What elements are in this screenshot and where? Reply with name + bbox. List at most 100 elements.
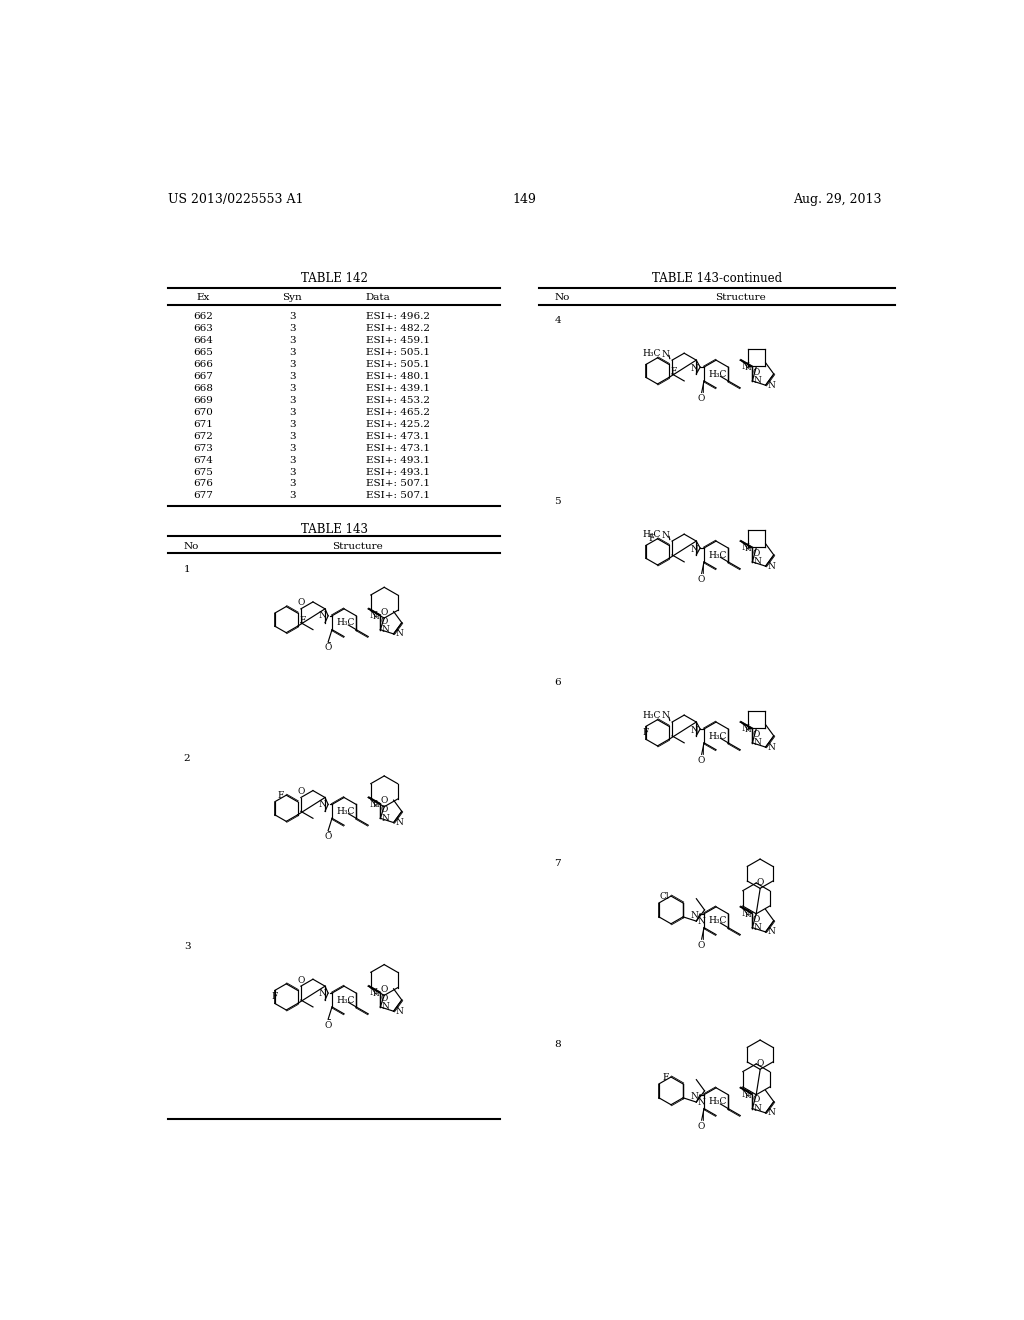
Text: Data: Data: [366, 293, 391, 302]
Text: H: H: [373, 801, 380, 809]
Text: 5: 5: [554, 498, 561, 506]
Text: O: O: [325, 644, 332, 652]
Text: 8: 8: [554, 1040, 561, 1049]
Text: H: H: [744, 911, 752, 919]
Text: N: N: [767, 562, 775, 570]
Text: 3: 3: [289, 432, 296, 441]
Text: ESI+: 480.1: ESI+: 480.1: [366, 372, 430, 381]
Text: H: H: [373, 612, 380, 620]
Text: ESI+: 425.2: ESI+: 425.2: [366, 420, 430, 429]
Text: H₃C: H₃C: [643, 531, 662, 540]
Text: H₃C: H₃C: [709, 1097, 727, 1106]
Text: 662: 662: [194, 313, 213, 321]
Text: 4: 4: [554, 317, 561, 325]
Text: No: No: [183, 543, 200, 550]
Text: N: N: [767, 1109, 775, 1117]
Text: 3: 3: [289, 384, 296, 393]
Text: 665: 665: [194, 348, 213, 358]
Text: N: N: [395, 1007, 403, 1015]
Text: Aug. 29, 2013: Aug. 29, 2013: [793, 193, 882, 206]
Text: N: N: [767, 380, 775, 389]
Text: 3: 3: [289, 479, 296, 488]
Text: N: N: [369, 989, 377, 998]
Text: O: O: [753, 549, 760, 558]
Text: O: O: [381, 796, 388, 805]
Text: ESI+: 439.1: ESI+: 439.1: [366, 384, 430, 393]
Text: N: N: [754, 557, 762, 566]
Text: N: N: [369, 611, 377, 620]
Text: 3: 3: [289, 467, 296, 477]
Text: 675: 675: [194, 467, 213, 477]
Text: O: O: [381, 616, 388, 626]
Text: F: F: [663, 1073, 669, 1081]
Text: 677: 677: [194, 491, 213, 500]
Text: 3: 3: [183, 942, 190, 952]
Text: TABLE 142: TABLE 142: [301, 272, 368, 285]
Text: 6: 6: [554, 678, 561, 688]
Text: N: N: [382, 1002, 390, 1011]
Text: H₃C: H₃C: [643, 711, 662, 721]
Text: N: N: [754, 738, 762, 747]
Text: ESI+: 507.1: ESI+: 507.1: [366, 479, 430, 488]
Text: 676: 676: [194, 479, 213, 488]
Text: N: N: [318, 800, 327, 809]
Text: N: N: [382, 814, 390, 822]
Text: 673: 673: [194, 444, 213, 453]
Text: O: O: [325, 1020, 332, 1030]
Text: H: H: [373, 990, 380, 998]
Text: N: N: [318, 989, 327, 998]
Text: O: O: [381, 985, 388, 994]
Text: 674: 674: [194, 455, 213, 465]
Text: Ex: Ex: [197, 293, 210, 302]
Text: ESI+: 473.1: ESI+: 473.1: [366, 444, 430, 453]
Text: 3: 3: [289, 360, 296, 370]
Text: O: O: [325, 832, 332, 841]
Text: H: H: [744, 1092, 752, 1100]
Text: 3: 3: [289, 444, 296, 453]
Text: F: F: [671, 367, 677, 376]
Text: 3: 3: [289, 408, 296, 417]
Text: F: F: [643, 727, 649, 737]
Text: O: O: [753, 368, 760, 376]
Text: N: N: [698, 916, 706, 925]
Text: N: N: [741, 544, 749, 552]
Text: Structure: Structure: [332, 543, 383, 550]
Text: 667: 667: [194, 372, 213, 381]
Text: Cl: Cl: [659, 891, 669, 900]
Text: N: N: [395, 818, 403, 828]
Text: O: O: [381, 994, 388, 1003]
Text: US 2013/0225553 A1: US 2013/0225553 A1: [168, 193, 304, 206]
Text: H: H: [744, 545, 752, 553]
Text: N: N: [318, 611, 327, 620]
Text: H₃C: H₃C: [709, 370, 727, 379]
Text: N: N: [741, 1090, 749, 1100]
Text: 669: 669: [194, 396, 213, 405]
Text: 2: 2: [183, 754, 190, 763]
Text: 670: 670: [194, 408, 213, 417]
Text: H₃C: H₃C: [336, 807, 354, 816]
Text: 664: 664: [194, 337, 213, 346]
Text: O: O: [753, 1096, 760, 1105]
Text: H₃C: H₃C: [336, 995, 354, 1005]
Text: ESI+: 473.1: ESI+: 473.1: [366, 432, 430, 441]
Text: O: O: [698, 576, 706, 583]
Text: N: N: [395, 630, 403, 639]
Text: O: O: [753, 730, 760, 739]
Text: ESI+: 459.1: ESI+: 459.1: [366, 337, 430, 346]
Text: N: N: [691, 364, 698, 374]
Text: 3: 3: [289, 455, 296, 465]
Text: N: N: [691, 911, 698, 920]
Text: 3: 3: [289, 348, 296, 358]
Text: O: O: [698, 941, 706, 949]
Text: TABLE 143: TABLE 143: [301, 523, 368, 536]
Text: F: F: [649, 535, 655, 544]
Text: O: O: [698, 756, 706, 764]
Text: H₃C: H₃C: [709, 550, 727, 560]
Text: N: N: [691, 1092, 698, 1101]
Text: N: N: [691, 726, 698, 735]
Text: ESI+: 493.1: ESI+: 493.1: [366, 455, 430, 465]
Text: 3: 3: [289, 396, 296, 405]
Text: O: O: [698, 1122, 706, 1131]
Text: O: O: [381, 805, 388, 814]
Text: N: N: [767, 743, 775, 751]
